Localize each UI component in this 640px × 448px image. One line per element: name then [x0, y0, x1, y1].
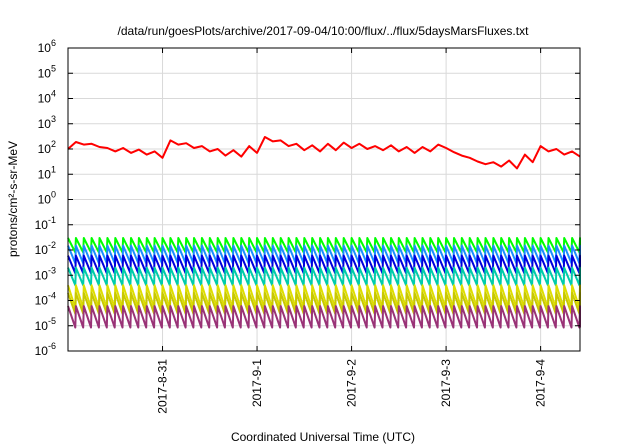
y-tick-label: 10-3 — [35, 265, 56, 282]
y-tick-label: 104 — [38, 89, 56, 106]
y-tick-label: 103 — [38, 114, 56, 131]
y-axis: 10-6 10-5 10-4 10-3 10-2 10-1 100 101 102 103 104 1… — [35, 38, 580, 358]
x-axis-label: Coordinated Universal Time (UTC) — [231, 430, 415, 444]
series-line-5 — [67, 266, 581, 287]
y-tick-label: 102 — [38, 139, 56, 156]
x-axis: 2017-8-31 2017-9-1 2017-9-2 2017-9-3 2017-9-… — [156, 48, 548, 414]
y-tick-label: 10-5 — [35, 316, 56, 333]
y-tick-label: 10-6 — [35, 341, 56, 358]
y-tick-label: 10-1 — [35, 215, 56, 232]
series-group — [67, 136, 581, 329]
y-tick-label: 106 — [38, 38, 56, 55]
y-axis-label: protons/cm²-s-sr-MeV — [6, 141, 20, 257]
y-tick-label: 10-2 — [35, 240, 56, 257]
x-tick-label: 2017-9-3 — [439, 359, 453, 407]
x-tick-label: 2017-9-2 — [345, 359, 359, 407]
x-tick-label: 2017-9-4 — [534, 359, 548, 407]
series-line-1 — [67, 136, 581, 170]
x-tick-label: 2017-8-31 — [156, 359, 170, 414]
y-tick-label: 100 — [38, 190, 56, 207]
y-tick-label: 101 — [38, 164, 56, 181]
series-line-8 — [67, 305, 581, 329]
x-tick-label: 2017-9-1 — [250, 359, 264, 407]
y-tick-label: 10-4 — [35, 291, 56, 308]
chart-title: /data/run/goesPlots/archive/2017-09-04/1… — [118, 24, 530, 38]
y-tick-label: 105 — [38, 63, 56, 80]
